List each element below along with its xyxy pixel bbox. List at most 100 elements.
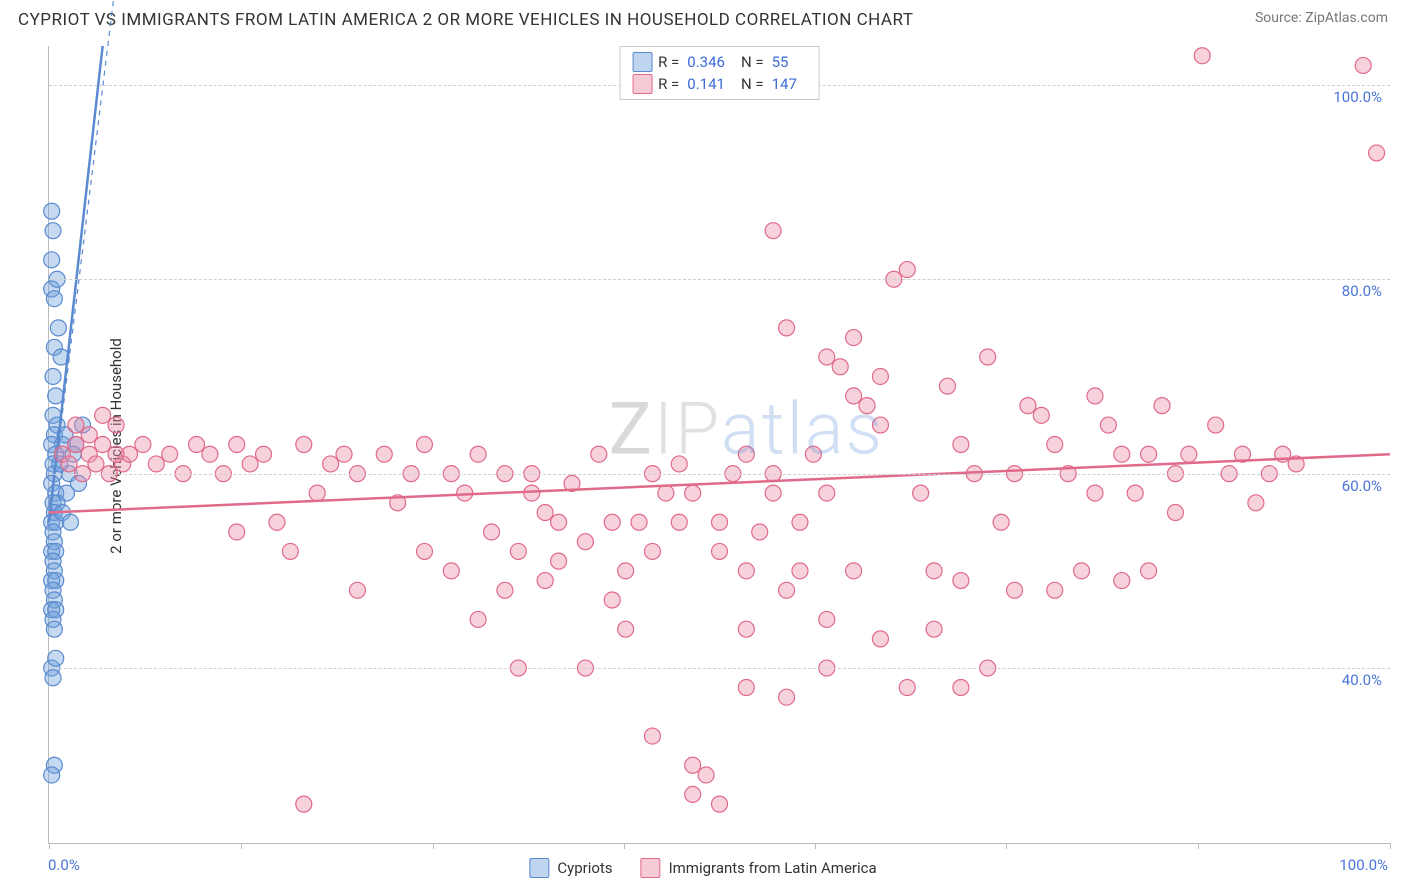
data-point bbox=[671, 456, 687, 472]
data-point bbox=[765, 485, 781, 501]
data-point bbox=[45, 670, 61, 686]
data-point bbox=[685, 757, 701, 773]
data-point bbox=[738, 563, 754, 579]
data-point bbox=[135, 437, 151, 453]
gridline-h bbox=[49, 474, 1390, 475]
data-point bbox=[993, 514, 1009, 530]
data-point bbox=[256, 446, 272, 462]
data-point bbox=[805, 446, 821, 462]
data-point bbox=[81, 427, 97, 443]
data-point bbox=[779, 689, 795, 705]
data-point bbox=[738, 679, 754, 695]
data-point bbox=[644, 543, 660, 559]
data-point bbox=[1248, 495, 1264, 511]
data-point bbox=[1114, 446, 1130, 462]
data-point bbox=[202, 446, 218, 462]
data-point bbox=[1020, 398, 1036, 414]
data-point bbox=[1154, 398, 1170, 414]
data-point bbox=[899, 679, 915, 695]
data-point bbox=[50, 320, 66, 336]
data-point bbox=[470, 446, 486, 462]
data-point bbox=[819, 349, 835, 365]
data-point bbox=[48, 650, 64, 666]
x-tick-mark bbox=[1006, 843, 1007, 849]
data-point bbox=[1141, 446, 1157, 462]
data-point bbox=[61, 456, 77, 472]
x-tick-mark bbox=[49, 843, 50, 849]
swatch-blue-icon bbox=[632, 52, 652, 72]
y-tick-label: 80.0% bbox=[1342, 282, 1382, 300]
legend-label: Immigrants from Latin America bbox=[669, 859, 877, 877]
data-point bbox=[44, 252, 60, 268]
data-point bbox=[46, 621, 62, 637]
chart-title: CYPRIOT VS IMMIGRANTS FROM LATIN AMERICA… bbox=[18, 10, 913, 30]
x-tick-0: 0.0% bbox=[48, 856, 80, 874]
data-point bbox=[1208, 417, 1224, 433]
data-point bbox=[1194, 48, 1210, 64]
data-point bbox=[551, 553, 567, 569]
data-point bbox=[497, 582, 513, 598]
data-point bbox=[229, 437, 245, 453]
data-point bbox=[618, 563, 634, 579]
data-point bbox=[671, 514, 687, 530]
data-point bbox=[309, 485, 325, 501]
data-point bbox=[631, 514, 647, 530]
data-point bbox=[738, 621, 754, 637]
legend-item-cypriots: Cypriots bbox=[529, 858, 612, 878]
data-point bbox=[269, 514, 285, 530]
data-point bbox=[899, 262, 915, 278]
data-point bbox=[953, 437, 969, 453]
data-point bbox=[68, 417, 84, 433]
data-point bbox=[46, 291, 62, 307]
data-point bbox=[44, 767, 60, 783]
data-point bbox=[1047, 582, 1063, 598]
data-point bbox=[416, 437, 432, 453]
data-point bbox=[1114, 573, 1130, 589]
data-point bbox=[1127, 485, 1143, 501]
x-tick-mark bbox=[1390, 843, 1391, 849]
data-point bbox=[1033, 407, 1049, 423]
data-point bbox=[658, 485, 674, 501]
data-point bbox=[68, 437, 84, 453]
data-point bbox=[510, 543, 526, 559]
swatch-blue-icon bbox=[529, 858, 549, 878]
y-tick-label: 60.0% bbox=[1342, 477, 1382, 495]
data-point bbox=[1355, 57, 1371, 73]
data-point bbox=[712, 796, 728, 812]
data-point bbox=[698, 767, 714, 783]
x-tick-mark bbox=[433, 843, 434, 849]
data-point bbox=[162, 446, 178, 462]
data-point bbox=[1074, 563, 1090, 579]
data-point bbox=[1369, 145, 1385, 161]
data-point bbox=[832, 359, 848, 375]
data-point bbox=[591, 446, 607, 462]
data-point bbox=[1167, 505, 1183, 521]
data-point bbox=[846, 388, 862, 404]
data-point bbox=[45, 223, 61, 239]
data-point bbox=[58, 485, 74, 501]
data-point bbox=[872, 631, 888, 647]
data-point bbox=[980, 349, 996, 365]
data-point bbox=[685, 786, 701, 802]
data-point bbox=[48, 388, 64, 404]
data-point bbox=[189, 437, 205, 453]
data-point bbox=[323, 456, 339, 472]
data-point bbox=[779, 582, 795, 598]
data-point bbox=[282, 543, 298, 559]
data-point bbox=[88, 456, 104, 472]
gridline-h bbox=[49, 279, 1390, 280]
data-point bbox=[1087, 388, 1103, 404]
swatch-pink-icon bbox=[632, 74, 652, 94]
data-point bbox=[913, 485, 929, 501]
legend-item-latin-america: Immigrants from Latin America bbox=[641, 858, 877, 878]
x-tick-mark bbox=[624, 843, 625, 849]
data-point bbox=[644, 728, 660, 744]
data-point bbox=[939, 378, 955, 394]
data-point bbox=[872, 368, 888, 384]
data-point bbox=[926, 621, 942, 637]
data-point bbox=[537, 573, 553, 589]
data-point bbox=[524, 485, 540, 501]
data-point bbox=[484, 524, 500, 540]
data-point bbox=[95, 407, 111, 423]
data-point bbox=[859, 398, 875, 414]
